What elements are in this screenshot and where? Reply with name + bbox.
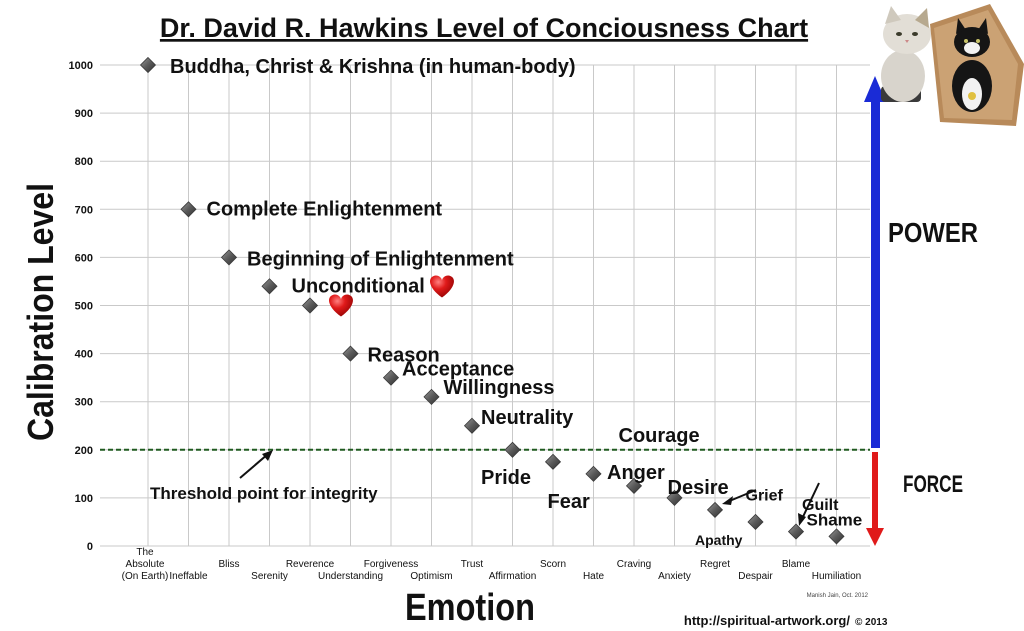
y-tick-label: 600 — [75, 252, 93, 264]
cat-photo-icon — [881, 6, 931, 102]
data-point — [180, 201, 197, 218]
y-tick-label: 700 — [75, 204, 93, 216]
force-label: FORCE — [903, 471, 963, 498]
point-label: Fear — [548, 491, 590, 513]
x-tick-label: Optimism — [410, 571, 452, 582]
point-label: Acceptance — [402, 359, 514, 381]
x-tick-label: Despair — [738, 571, 773, 582]
y-tick-label: 800 — [75, 156, 93, 168]
data-point — [504, 441, 521, 458]
x-tick-label: Trust — [461, 559, 484, 570]
data-point — [463, 417, 481, 434]
y-tick-label: 900 — [75, 108, 93, 120]
x-tick-label: Humiliation — [812, 571, 861, 582]
point-label: Reason — [368, 345, 440, 367]
y-tick-label: 400 — [75, 349, 93, 361]
grid — [100, 64, 870, 547]
point-label: Desire — [668, 477, 729, 499]
data-point — [423, 388, 440, 405]
cat-photo-icon — [930, 4, 1024, 126]
x-axis-label: Emotion — [405, 587, 535, 629]
x-tick-label: Craving — [617, 559, 651, 570]
data-point — [625, 477, 643, 494]
data-point — [139, 56, 157, 74]
x-tick-label: The Absolute (On Earth) — [122, 547, 169, 582]
y-axis-ticks: 0 100 200 300 400 500 600 700 800 900 1000 — [69, 60, 93, 553]
power-label: POWER — [888, 217, 978, 248]
x-axis-categories: The Absolute (On Earth) Ineffable Bliss Seren… — [122, 547, 862, 582]
x-tick-label: Understanding — [318, 571, 383, 582]
point-label: Courage — [619, 425, 700, 447]
x-tick-label: Ineffable — [169, 571, 208, 582]
x-tick-label: Regret — [700, 559, 730, 570]
data-point — [747, 513, 764, 531]
point-labels: Buddha, Christ & Krishna (in human-body)… — [170, 56, 862, 548]
point-label: Complete Enlightenment — [207, 198, 443, 220]
point-label: Neutrality — [481, 407, 574, 429]
data-point — [787, 523, 805, 540]
point-label: Willingness — [444, 377, 555, 399]
y-axis-label: Calibration Level — [20, 183, 61, 441]
x-tick-label: Scorn — [540, 559, 566, 570]
x-tick-label: Blame — [782, 559, 811, 570]
y-tick-label: 300 — [75, 397, 93, 409]
point-label: Grief — [746, 488, 784, 505]
heart-icon — [329, 294, 353, 317]
y-tick-label: 200 — [75, 445, 93, 457]
footer-url: http://spiritual-artwork.org/ — [684, 613, 851, 628]
x-tick-label: Hate — [583, 571, 605, 582]
data-point — [342, 345, 359, 362]
threshold-label: Threshold point for integrity — [150, 484, 378, 503]
blame-arrow — [798, 482, 820, 526]
y-tick-label: 500 — [75, 301, 93, 313]
x-tick-label: Bliss — [218, 559, 239, 570]
threshold-arrow — [239, 450, 273, 479]
power-arrow — [864, 76, 886, 448]
y-tick-label: 0 — [87, 541, 93, 553]
point-label: Anger — [607, 462, 665, 484]
data-point — [828, 528, 845, 545]
data-point — [706, 501, 724, 518]
y-tick-label: 1000 — [69, 60, 93, 72]
data-point — [585, 465, 602, 482]
data-points — [139, 56, 845, 545]
point-label: Beginning of Enlightenment — [247, 248, 514, 270]
x-tick-label: Serenity — [251, 571, 288, 582]
footer-copyright: © 2013 — [855, 617, 888, 628]
apathy-arrow — [722, 489, 757, 505]
point-label: Pride — [481, 467, 531, 489]
data-point — [544, 453, 562, 470]
x-tick-label: Forgiveness — [364, 559, 418, 570]
point-label: Buddha, Christ & Krishna (in human-body) — [170, 56, 576, 78]
credit-text: Manish Jain, Oct. 2012 — [807, 593, 869, 599]
chart-title: Dr. David R. Hawkins Level of Conciousne… — [160, 13, 808, 43]
heart-icon — [430, 275, 454, 298]
force-arrow — [866, 452, 884, 546]
point-label: Unconditional — [292, 275, 425, 297]
y-tick-label: 100 — [75, 493, 93, 505]
data-point — [382, 369, 400, 386]
data-point — [261, 278, 278, 295]
x-tick-label: Reverence — [286, 559, 335, 570]
data-point — [301, 297, 319, 314]
data-point — [666, 489, 683, 506]
point-label: Apathy — [695, 532, 743, 548]
data-point — [220, 249, 238, 266]
point-label: Shame — [807, 510, 863, 529]
x-tick-label: Anxiety — [658, 571, 691, 582]
x-tick-label: Affirmation — [489, 571, 537, 582]
